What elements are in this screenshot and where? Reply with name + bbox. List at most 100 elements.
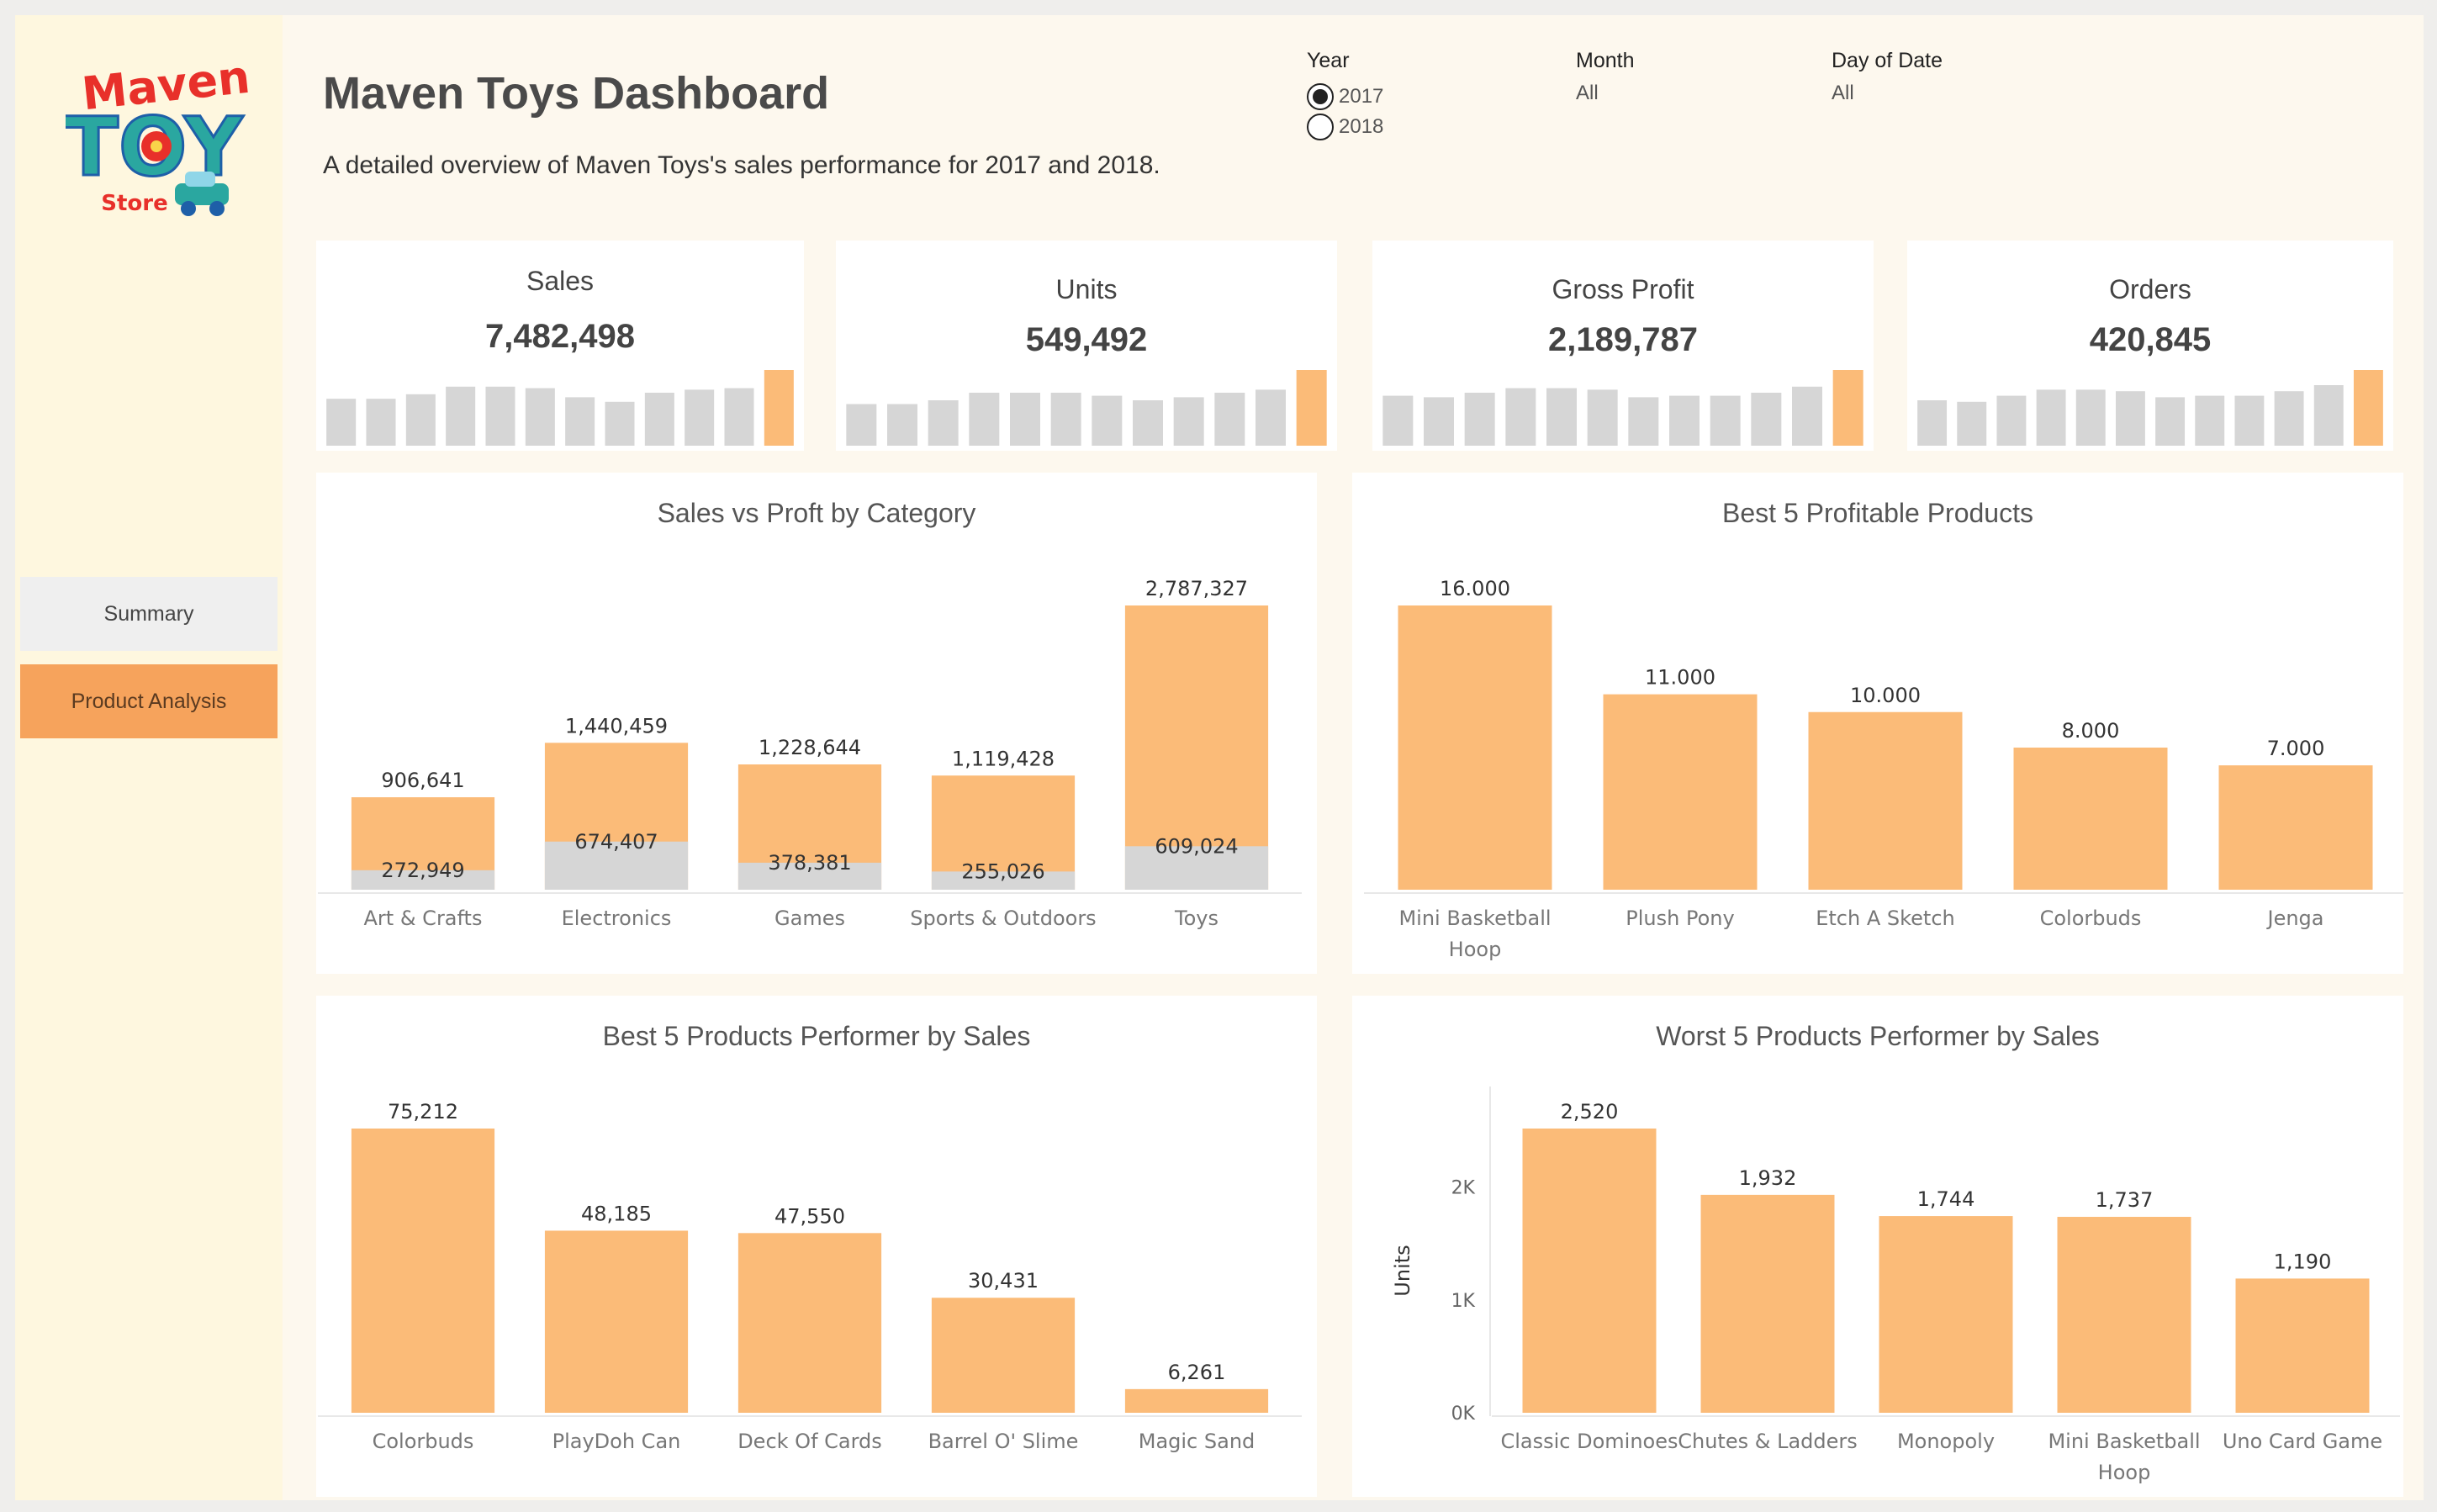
kpi-value: 2,189,787 [1548,321,1698,358]
profit-label: 255,026 [961,859,1044,883]
page-title: Maven Toys Dashboard [323,68,830,119]
sparkline-bar [2313,385,2344,446]
sparkline-bar [1957,401,1987,446]
data-label: 30,431 [968,1269,1039,1293]
bar[interactable] [737,1233,882,1413]
x-tick-label: Games [774,907,845,930]
kpi-value: 7,482,498 [485,318,635,355]
data-label: 10.000 [1850,684,1921,707]
kpi-value: 549,492 [1025,321,1148,358]
sparkline-bar [846,404,877,446]
kpi-card-gross-profit: Gross Profit 2,189,787 [1372,241,1874,451]
sparkline-bar [1996,395,2027,446]
bar[interactable] [351,1129,495,1413]
bar[interactable] [1398,605,1552,890]
x-tick-label: Etch A Sketch [1816,907,1955,930]
bar[interactable] [2013,748,2168,890]
bar[interactable] [1124,1388,1269,1413]
sparkline-bar [724,388,754,446]
profit-bar[interactable] [544,841,689,890]
year-option-label: 2017 [1339,85,1384,108]
bar[interactable] [1124,605,1269,890]
sparkline-bar [446,386,476,446]
kpi-sparkline [326,370,794,446]
svg-text:Store: Store [101,191,167,216]
bar[interactable] [1879,1216,2013,1413]
kpi-sparkline [1382,370,1863,446]
sparkline-bar [1917,400,1948,446]
year-option-2017[interactable]: 2017 [1307,82,1383,112]
profit-label: 609,024 [1155,834,1238,858]
year-option-2018[interactable]: 2018 [1307,112,1383,142]
radio-button-icon[interactable] [1307,114,1334,140]
car-icon [175,172,229,216]
x-tick-label: Classic Dominoes [1500,1430,1678,1453]
sparkline-bar [1668,395,1700,446]
chart-title: Worst 5 Products Performer by Sales [1656,1021,2100,1051]
sparkline-bar [405,394,436,446]
x-tick-label: Colorbuds [2040,907,2142,930]
x-tick-label: Mini Basketball [2048,1430,2200,1453]
sparkline-bar [644,393,674,446]
sparkline-bar [685,389,715,446]
sparkline-bar [2155,397,2186,446]
sparkline-bar [2234,395,2265,446]
kpi-card-orders: Orders 420,845 [1907,241,2393,451]
profit-bar[interactable] [1124,846,1269,890]
x-tick-label: Sports & Outdoors [910,907,1096,930]
best-sales-chart: 75,212 Colorbuds 48,185 PlayDoh Can 47,550 De… [318,1100,1302,1453]
sparkline-bar [1587,389,1618,446]
data-label: 1,190 [2274,1250,2332,1273]
nav-summary-button[interactable]: Summary [20,577,278,651]
sparkline-bar [1132,400,1164,446]
x-tick-label: Mini Basketball [1398,907,1551,930]
chart-title: Best 5 Products Performer by Sales [602,1021,1031,1051]
profit-label: 378,381 [768,851,851,875]
data-label: 47,550 [774,1204,845,1228]
profit-bar[interactable] [351,870,495,890]
data-label: 906,641 [381,769,464,792]
x-tick-label: Electronics [562,907,672,930]
sparkline-bar [1423,397,1455,446]
bar[interactable] [931,775,1076,890]
sparkline-bar [2036,389,2066,446]
panel-best-profitable: Best 5 Profitable Products 16.000 Mini Ba… [1352,473,2403,974]
month-filter[interactable]: Month All [1576,49,1634,105]
month-filter-value[interactable]: All [1576,82,1599,104]
profit-bar[interactable] [931,871,1076,890]
sales-vs-profit-chart: 906,641 272,949 Art & Crafts 1,440,459 674,4… [318,577,1302,930]
sparkline-bar [2115,391,2145,446]
sparkline-bar [1173,397,1204,446]
day-filter-value[interactable]: All [1832,82,1854,104]
maven-toy-logo: Maven TOY Store [66,50,252,216]
x-tick-label: Plush Pony [1626,907,1734,930]
kpi-card-sales: Sales 7,482,498 [316,241,804,451]
nav-product-analysis-button[interactable]: Product Analysis [20,664,278,738]
bar[interactable] [544,1230,689,1413]
x-tick-label: Chutes & Ladders [1678,1430,1858,1453]
bar[interactable] [1700,1194,1835,1413]
sparkline-bar [1009,393,1041,446]
day-filter[interactable]: Day of Date All [1832,49,1943,105]
y-tick-label: 2K [1451,1178,1476,1199]
data-label: 75,212 [388,1100,458,1123]
sparkline-bar [1382,395,1414,446]
year-option-label: 2018 [1339,115,1384,138]
bar[interactable] [931,1298,1076,1413]
bar[interactable] [1808,711,1963,890]
radio-button-checked-icon[interactable] [1307,83,1334,110]
data-label: 1,440,459 [565,714,668,737]
sparkline-bar [2075,389,2106,446]
bar[interactable] [1603,694,1758,890]
profit-label: 674,407 [574,830,658,854]
bar[interactable] [2235,1278,2370,1413]
bar[interactable] [1522,1129,1657,1413]
sparkline-bar [1505,388,1536,446]
bar[interactable] [2218,765,2373,890]
data-label: 1,737 [2096,1188,2154,1212]
bar[interactable] [2057,1217,2191,1413]
kpi-label: Units [1055,274,1118,304]
profit-bar[interactable] [737,862,882,890]
panel-best-sales: Best 5 Products Performer by Sales 75,21… [316,996,1317,1497]
sparkline-bar [764,370,794,446]
